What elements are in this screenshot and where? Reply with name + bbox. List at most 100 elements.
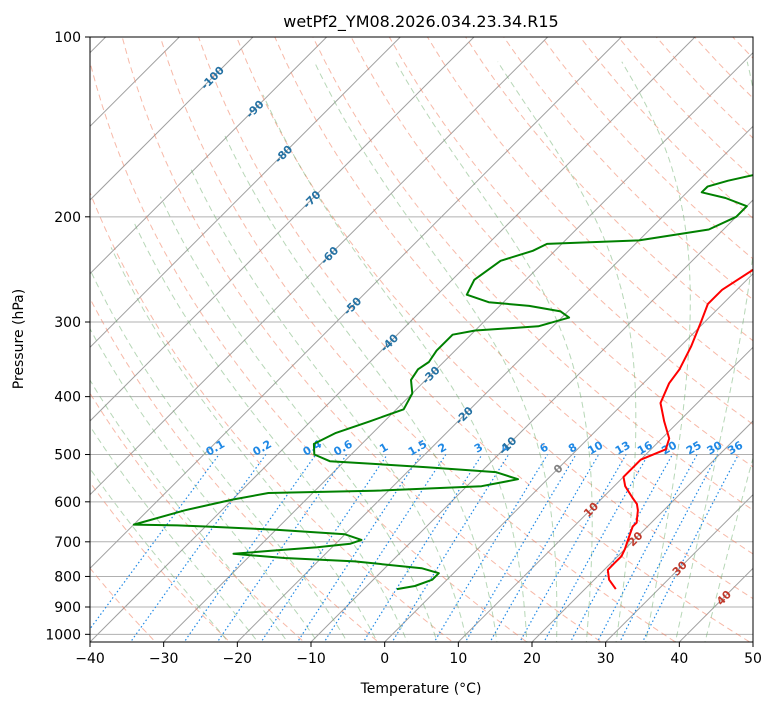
plot-frame [89,36,754,643]
moist-adiabat [704,456,753,642]
y-tick-label: 600 [54,495,81,511]
moist-adiabat [133,222,408,642]
dry-adiabat [694,37,753,99]
x-tick-label: 40 [670,651,688,667]
moist-adiabat [497,61,637,642]
moist-adiabat [90,425,259,642]
isotherm-label: -90 [243,98,266,121]
y-axis: 100 200 300 400 500 600 700 800 900 1000 [45,30,90,643]
moist-adiabat [395,61,593,642]
isotherm-line [90,37,254,201]
isotherm-line [752,641,753,642]
dry-adiabat [465,37,753,342]
mixing-ratio-line [216,454,348,642]
gridlines [90,37,753,642]
isotherm-label: -80 [272,143,295,166]
dry-adiabat [90,191,454,642]
y-tick-label: 400 [54,390,81,406]
mixing-ratio-line [619,454,719,642]
chart-title: wetPf2_YM08.2026.034.23.34.R15 [283,12,558,32]
mixing-ratio-label: 1 [377,441,390,456]
x-axis: −40 −30 −20 −10 0 10 20 30 40 50 [75,642,762,667]
y-tick-label: 1000 [45,627,81,643]
isotherm-line [384,272,753,642]
moist-adiabat [90,467,229,642]
mixing-ratio-line [90,454,220,630]
moist-adiabat [110,247,378,642]
x-tick-label: −40 [75,651,105,667]
mixing-ratio-label: 0.6 [331,437,355,458]
isotherm-line [163,51,753,642]
y-tick-label: 800 [54,569,81,585]
dry-adiabat [771,37,775,647]
y-tick-label: 900 [54,600,81,616]
mixing-ratio-line [596,454,698,642]
x-tick-label: 30 [597,651,615,667]
mixing-ratio-line [129,454,267,642]
isotherm-line [90,37,475,422]
mixing-ratio-line [260,454,388,642]
dry-adiabat [656,37,753,139]
mixing-ratio-line [391,454,510,642]
mixing-ratio-label: 0.2 [251,438,274,459]
x-tick-label: −20 [223,651,253,667]
dry-adiabat [121,37,603,642]
y-tick-label: 100 [54,30,81,46]
mixing-ratio-label: 0.1 [204,438,227,459]
moist-adiabat [674,61,753,642]
isotherm-line [90,37,622,570]
y-tick-label: 200 [54,210,81,226]
mixing-ratio-label: 2 [436,441,449,456]
mixing-ratio-line [323,454,447,642]
moist-adiabat [189,166,468,642]
moist-adiabat [262,94,528,642]
x-tick-label: −10 [296,651,326,667]
moist-adiabat [223,133,498,642]
moist-adiabat [90,379,289,642]
mixing-ratio-label: 3 [472,441,485,456]
x-tick-label: 50 [744,651,762,667]
y-tick-label: 500 [54,448,81,464]
isotherm-line [531,420,753,642]
isotherm-line [605,493,753,642]
mixing-ratio-line [464,454,577,642]
dry-adiabat [159,37,677,642]
mixing-ratio-line [183,454,317,642]
isotherm-line [90,37,696,642]
x-tick-label: 10 [449,651,467,667]
mixing-ratio-line [296,454,422,642]
moist-adiabat [90,269,348,642]
dry-adiabat [236,37,753,600]
y-axis-label: Pressure (hPa) [11,289,27,389]
sounding-profiles [132,174,753,591]
mixing-ratio-line [362,454,483,642]
dry-adiabat [198,37,751,642]
isotherm-line [236,125,753,642]
dry-adiabat [90,297,380,642]
temperature-profile-line [606,268,753,590]
x-tick-label: −30 [149,651,179,667]
isotherm-line [90,37,549,496]
x-tick-label: 0 [380,651,389,667]
mixing-ratio-label: 8 [566,441,579,456]
mixing-ratio-line [641,454,739,642]
x-axis-label: Temperature (°C) [360,681,482,697]
dry-adiabat [90,392,305,642]
dry-adiabat [350,37,753,468]
isotherm-line [90,37,401,349]
isotherm-line [310,199,753,642]
x-tick-label: 20 [523,651,541,667]
mixing-ratio-lines [90,454,739,642]
dry-adiabat [312,37,753,511]
moist-adiabat [159,196,438,642]
mixing-ratio-line [433,454,549,642]
moist-adiabat [621,61,691,642]
dry-adiabat [426,37,753,383]
dry-adiabat [90,481,231,642]
y-tick-label: 700 [54,535,81,551]
moist-adiabat [90,327,319,642]
line-labels: 0.1 0.2 0.4 0.6 1 1.5 2 3 4 6 8 10 13 16 20 25 30 36-100-… [198,64,745,608]
mixing-ratio-line [569,454,673,642]
y-tick-label: 300 [54,315,81,331]
